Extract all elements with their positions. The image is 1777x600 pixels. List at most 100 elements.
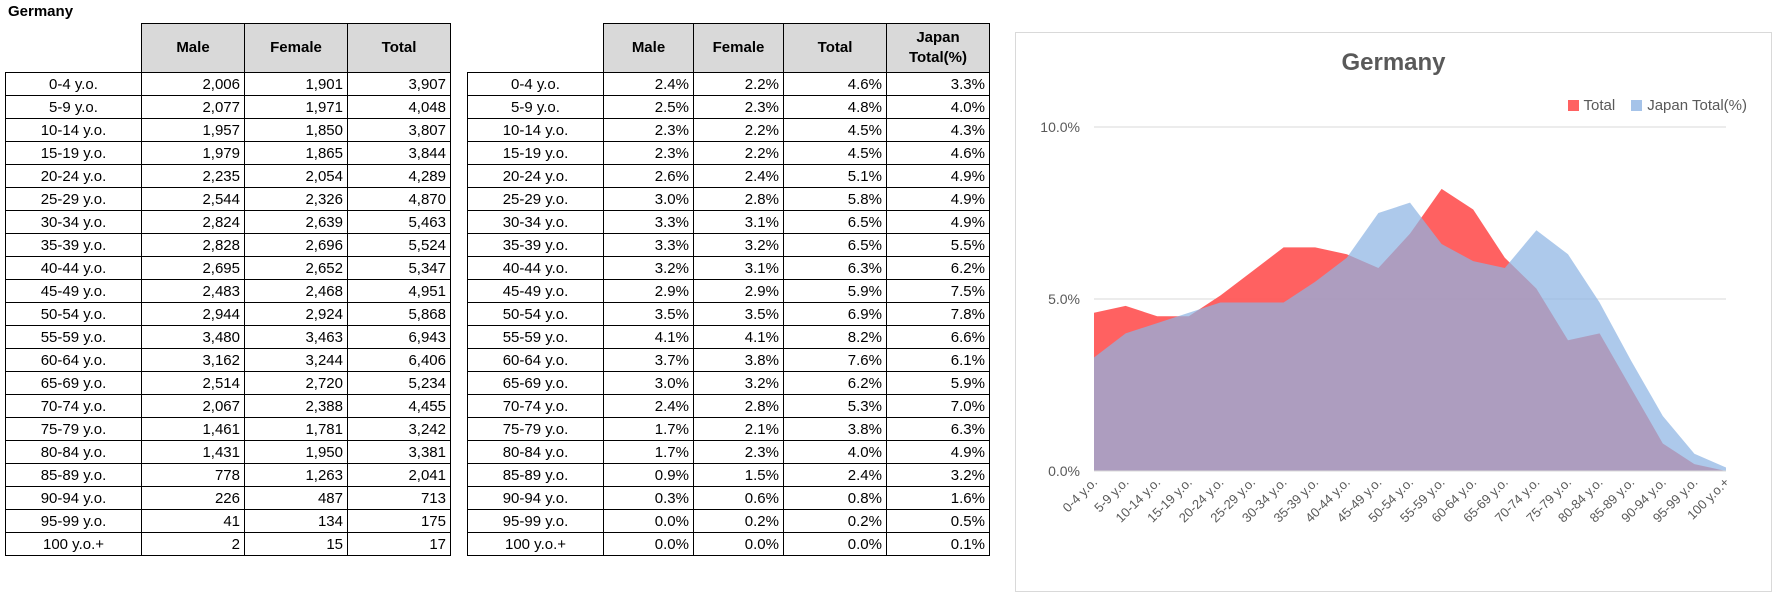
table-cell[interactable]: 0.1% xyxy=(886,532,990,556)
table-cell[interactable]: 7.8% xyxy=(886,302,990,326)
table-cell[interactable]: 4,455 xyxy=(347,394,451,418)
table-cell[interactable]: 2,326 xyxy=(244,187,348,211)
table-cell[interactable]: 2.3% xyxy=(603,118,694,142)
table-cell[interactable]: 2.3% xyxy=(693,440,784,464)
table-cell[interactable]: 2,828 xyxy=(141,233,245,257)
table-cell[interactable]: 2.1% xyxy=(693,417,784,441)
table-cell[interactable]: 4.9% xyxy=(886,210,990,234)
table-cell[interactable]: 2,639 xyxy=(244,210,348,234)
table-cell[interactable]: 3,162 xyxy=(141,348,245,372)
table-cell[interactable]: 2.5% xyxy=(603,95,694,119)
table-cell[interactable]: 2.8% xyxy=(693,394,784,418)
table-cell[interactable]: 2.8% xyxy=(693,187,784,211)
row-label[interactable]: 40-44 y.o. xyxy=(467,256,604,280)
table-cell[interactable]: 2,006 xyxy=(141,72,245,96)
table-cell[interactable]: 5.8% xyxy=(783,187,887,211)
table-cell[interactable]: 2,041 xyxy=(347,463,451,487)
row-label[interactable]: 25-29 y.o. xyxy=(467,187,604,211)
row-label[interactable]: 45-49 y.o. xyxy=(467,279,604,303)
table-cell[interactable]: 713 xyxy=(347,486,451,510)
table-cell[interactable]: 5.9% xyxy=(886,371,990,395)
table-cell[interactable]: 5,463 xyxy=(347,210,451,234)
table-cell[interactable]: 3,244 xyxy=(244,348,348,372)
row-label[interactable]: 100 y.o.+ xyxy=(5,532,142,556)
row-label[interactable]: 15-19 y.o. xyxy=(5,141,142,165)
table-cell[interactable]: 2.4% xyxy=(603,394,694,418)
table-cell[interactable]: 2.4% xyxy=(783,463,887,487)
table-cell[interactable]: 1,781 xyxy=(244,417,348,441)
row-label[interactable]: 35-39 y.o. xyxy=(5,233,142,257)
table-cell[interactable]: 6.3% xyxy=(886,417,990,441)
row-label[interactable]: 55-59 y.o. xyxy=(467,325,604,349)
row-label[interactable]: 90-94 y.o. xyxy=(467,486,604,510)
table-cell[interactable]: 2.9% xyxy=(603,279,694,303)
table-cell[interactable]: 6.1% xyxy=(886,348,990,372)
table-cell[interactable]: 5,234 xyxy=(347,371,451,395)
table-cell[interactable]: 487 xyxy=(244,486,348,510)
table-cell[interactable]: 134 xyxy=(244,509,348,533)
row-label[interactable]: 95-99 y.o. xyxy=(467,509,604,533)
row-label[interactable]: 0-4 y.o. xyxy=(5,72,142,96)
table-cell[interactable]: 3.8% xyxy=(693,348,784,372)
table-cell[interactable]: 2,514 xyxy=(141,371,245,395)
table-cell[interactable]: 4.0% xyxy=(783,440,887,464)
row-label[interactable]: 55-59 y.o. xyxy=(5,325,142,349)
row-label[interactable]: 5-9 y.o. xyxy=(467,95,604,119)
table-cell[interactable]: 2.2% xyxy=(693,141,784,165)
row-label[interactable]: 40-44 y.o. xyxy=(5,256,142,280)
table-cell[interactable]: 6.5% xyxy=(783,210,887,234)
table-cell[interactable]: 2.3% xyxy=(603,141,694,165)
table-cell[interactable]: 2.9% xyxy=(693,279,784,303)
row-label[interactable]: 20-24 y.o. xyxy=(5,164,142,188)
table-cell[interactable]: 2.3% xyxy=(693,95,784,119)
row-label[interactable]: 75-79 y.o. xyxy=(467,417,604,441)
table-cell[interactable]: 3.2% xyxy=(693,371,784,395)
table-cell[interactable]: 1,979 xyxy=(141,141,245,165)
table-cell[interactable]: 6.2% xyxy=(886,256,990,280)
table-cell[interactable]: 1.5% xyxy=(693,463,784,487)
table-cell[interactable]: 1,971 xyxy=(244,95,348,119)
row-label[interactable]: 75-79 y.o. xyxy=(5,417,142,441)
row-label[interactable]: 35-39 y.o. xyxy=(467,233,604,257)
table-cell[interactable]: 2,067 xyxy=(141,394,245,418)
table-cell[interactable]: 1,865 xyxy=(244,141,348,165)
row-label[interactable]: 90-94 y.o. xyxy=(5,486,142,510)
table-cell[interactable]: 4.9% xyxy=(886,187,990,211)
table-cell[interactable]: 1.6% xyxy=(886,486,990,510)
table-cell[interactable]: 3,381 xyxy=(347,440,451,464)
table-cell[interactable]: 3,844 xyxy=(347,141,451,165)
table-cell[interactable]: 778 xyxy=(141,463,245,487)
table-cell[interactable]: 2,720 xyxy=(244,371,348,395)
table-cell[interactable]: 17 xyxy=(347,532,451,556)
table-cell[interactable]: 8.2% xyxy=(783,325,887,349)
table-cell[interactable]: 0.0% xyxy=(603,532,694,556)
row-label[interactable]: 50-54 y.o. xyxy=(5,302,142,326)
table-cell[interactable]: 3.0% xyxy=(603,371,694,395)
row-label[interactable]: 95-99 y.o. xyxy=(5,509,142,533)
row-label[interactable]: 80-84 y.o. xyxy=(5,440,142,464)
table-cell[interactable]: 0.0% xyxy=(603,509,694,533)
row-label[interactable]: 60-64 y.o. xyxy=(5,348,142,372)
table-cell[interactable]: 6.9% xyxy=(783,302,887,326)
table-cell[interactable]: 3.3% xyxy=(886,72,990,96)
table-cell[interactable]: 5.3% xyxy=(783,394,887,418)
table-cell[interactable]: 6.5% xyxy=(783,233,887,257)
table-cell[interactable]: 4.1% xyxy=(603,325,694,349)
table-cell[interactable]: 3.3% xyxy=(603,210,694,234)
table-cell[interactable]: 4.8% xyxy=(783,95,887,119)
table-cell[interactable]: 1.7% xyxy=(603,417,694,441)
table-cell[interactable]: 2,652 xyxy=(244,256,348,280)
table-cell[interactable]: 3,463 xyxy=(244,325,348,349)
chart-frame[interactable]: 0.0% 5.0% 10.0% 0-4 y.o. 5-9 y.o. 10-14 y.o. 1… xyxy=(1015,32,1772,592)
table-cell[interactable]: 2.2% xyxy=(693,72,784,96)
table-cell[interactable]: 6,406 xyxy=(347,348,451,372)
table-cell[interactable]: 4,870 xyxy=(347,187,451,211)
table-cell[interactable]: 1,950 xyxy=(244,440,348,464)
row-label[interactable]: 45-49 y.o. xyxy=(5,279,142,303)
table-cell[interactable]: 1,850 xyxy=(244,118,348,142)
table-cell[interactable]: 41 xyxy=(141,509,245,533)
table-cell[interactable]: 3,242 xyxy=(347,417,451,441)
table-cell[interactable]: 4.9% xyxy=(886,440,990,464)
table-cell[interactable]: 6.3% xyxy=(783,256,887,280)
table-cell[interactable]: 7.5% xyxy=(886,279,990,303)
